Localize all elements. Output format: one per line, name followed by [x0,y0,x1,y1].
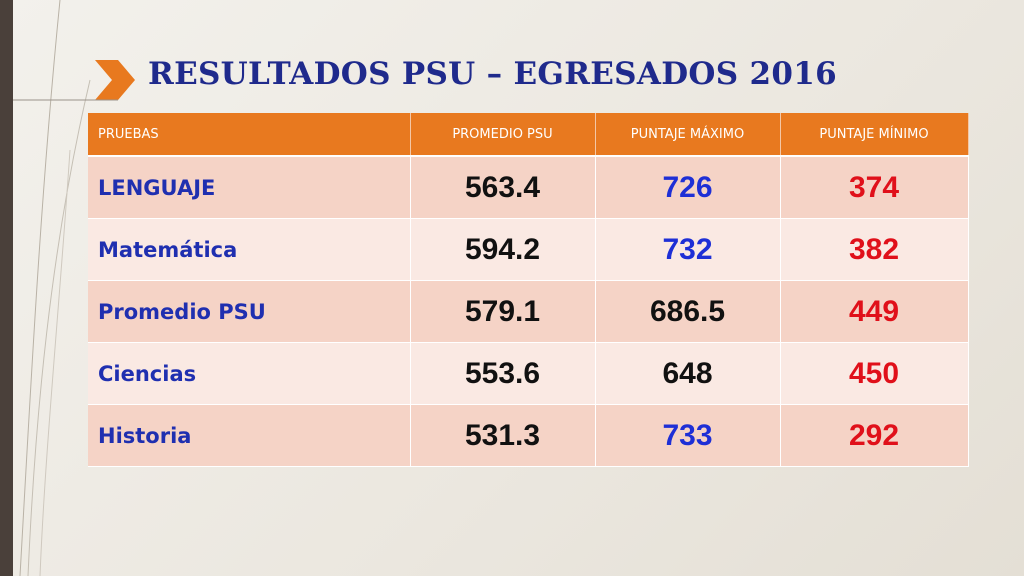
header-cell: PUNTAJE MÍNIMO [780,113,969,157]
score-cell: 382 [780,218,969,281]
score-cell: 648 [595,342,781,405]
decoration [13,0,135,576]
row-label: Ciencias [88,342,411,405]
score-cell: 579.1 [410,280,596,343]
left-bar [0,0,13,576]
score-cell: 733 [595,404,781,467]
score-cell: 594.2 [410,218,596,281]
score-cell: 374 [780,156,969,219]
score-cell: 450 [780,342,969,405]
score-cell: 449 [780,280,969,343]
header-cell: PUNTAJE MÁXIMO [595,113,781,157]
header-cell: PRUEBAS [88,113,411,157]
table-row: Promedio PSU 579.1 686.5 449 [88,280,969,343]
table-row: Historia 531.3 733 292 [88,404,969,467]
score-cell: 292 [780,404,969,467]
row-label: LENGUAJE [88,156,411,219]
table-row: Matemática 594.2 732 382 [88,218,969,281]
results-table: PRUEBAS PROMEDIO PSU PUNTAJE MÁXIMO PUNT… [88,113,969,467]
score-cell: 732 [595,218,781,281]
title: RESULTADOS PSU – EGRESADOS 2016 [148,56,837,92]
table-body: LENGUAJE 563.4 726 374 Matemática 594.2 732 382… [88,156,969,467]
row-label: Matemática [88,218,411,281]
table-row: LENGUAJE 563.4 726 374 [88,156,969,219]
score-cell: 563.4 [410,156,596,219]
score-cell: 686.5 [595,280,781,343]
header-row: PRUEBAS PROMEDIO PSU PUNTAJE MÁXIMO PUNT… [88,113,969,157]
row-label: Historia [88,404,411,467]
score-cell: 553.6 [410,342,596,405]
table-row: Ciencias 553.6 648 450 [88,342,969,405]
score-cell: 531.3 [410,404,596,467]
row-label: Promedio PSU [88,280,411,343]
header-cell: PROMEDIO PSU [410,113,596,157]
score-cell: 726 [595,156,781,219]
